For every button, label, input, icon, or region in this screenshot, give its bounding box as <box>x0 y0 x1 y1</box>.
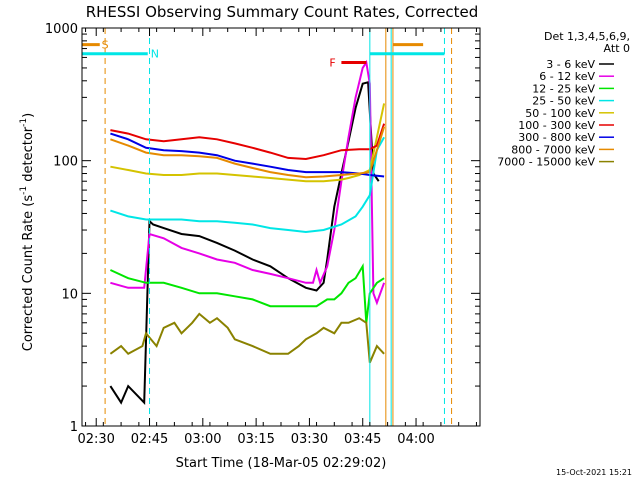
legend-label: 6 - 12 keV <box>539 70 595 83</box>
footer-timestamp: 15-Oct-2021 15:21 <box>556 468 632 477</box>
x-tick-label: 02:45 <box>131 432 168 447</box>
series-line <box>110 59 386 306</box>
x-tick-label: 02:30 <box>77 432 114 447</box>
series-line <box>110 123 386 161</box>
legend-label: 800 - 7000 keV <box>511 143 595 156</box>
series-line <box>109 312 385 364</box>
legend-header-line1: Det 1,3,4,5,6,9, <box>544 30 630 43</box>
x-axis-ticks: 02:30 02:45 03:00 03:15 03:30 03:45 04:00 <box>77 28 477 447</box>
y-label-main: Corrected Count Rate (s <box>21 195 36 352</box>
y-label-mid: detector <box>21 126 36 186</box>
x-tick-label: 04:00 <box>397 432 434 447</box>
detector-markers: S N F <box>82 28 453 426</box>
y-axis-ticks: 1 10 100 1000 <box>45 22 480 435</box>
x-tick-label: 03:15 <box>237 432 274 447</box>
legend-label: 7000 - 15000 keV <box>497 156 595 169</box>
legend-label: 12 - 25 keV <box>532 82 595 95</box>
series-line <box>109 263 385 323</box>
x-tick-label: 03:30 <box>291 432 328 447</box>
y-tick-label: 10 <box>61 287 78 302</box>
series-line <box>110 126 386 179</box>
legend-label: 50 - 100 keV <box>525 107 595 120</box>
x-axis-label: Start Time (18-Mar-05 02:29:02) <box>176 456 387 471</box>
y-label-sup2: -1 <box>19 118 29 127</box>
y-tick-label: 100 <box>53 155 78 170</box>
y-tick-label: 1000 <box>45 22 78 37</box>
flag-label: F <box>329 56 335 69</box>
legend-label: 100 - 300 keV <box>518 119 595 132</box>
legend-header-line2: Att 0 <box>604 42 630 55</box>
x-tick-label: 03:45 <box>344 432 381 447</box>
legend-label: 300 - 800 keV <box>518 131 595 144</box>
x-tick-label: 03:00 <box>184 432 221 447</box>
series-line <box>109 81 380 405</box>
legend-label: 25 - 50 keV <box>532 95 595 108</box>
y-tick-label: 1 <box>70 420 78 435</box>
y-label-end: ) <box>21 113 36 118</box>
legend-label: 3 - 6 keV <box>546 58 595 71</box>
y-axis-label: Corrected Count Rate (s-1 detector-1) <box>19 113 36 351</box>
series-line <box>110 136 385 234</box>
flag-label: N <box>151 48 159 61</box>
y-label-sup1: -1 <box>19 186 29 195</box>
flag-label: S <box>102 39 109 52</box>
series-line <box>110 103 386 183</box>
chart-title: RHESSI Observing Summary Count Rates, Co… <box>86 3 479 21</box>
plot-lines <box>109 59 386 405</box>
